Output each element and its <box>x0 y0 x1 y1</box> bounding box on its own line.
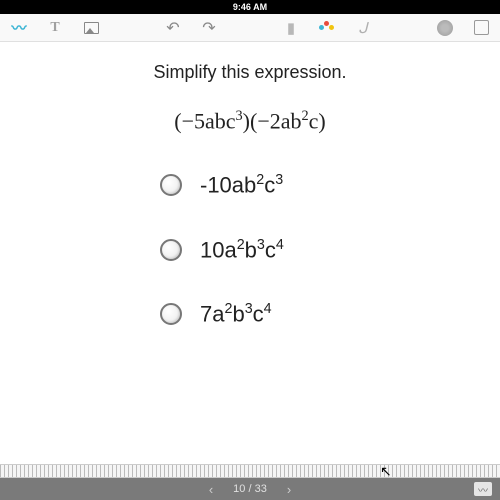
answer-option-2[interactable]: 10a2b3c4 <box>160 237 284 263</box>
expr-term1-sup: 3 <box>236 108 243 124</box>
question-expression: (−5abc3)(−2ab2c) <box>40 108 460 134</box>
radio-icon[interactable] <box>160 303 182 325</box>
option-text-1: -10ab2c3 <box>200 172 283 198</box>
expr-term2-tail: c <box>309 108 319 133</box>
next-page-icon[interactable]: › <box>287 482 291 497</box>
page-counter: 10 / 33 <box>233 483 267 495</box>
expr-term1-base: −5abc <box>182 108 236 133</box>
export-icon[interactable] <box>472 19 490 37</box>
bottom-bar: ‹ 10 / 33 › 〰 <box>0 478 500 500</box>
prev-page-icon[interactable]: ‹ <box>209 482 213 497</box>
thumbnail-view-icon[interactable]: 〰 <box>474 482 492 496</box>
settings-icon[interactable] <box>436 19 454 37</box>
radio-icon[interactable] <box>160 239 182 261</box>
answer-options: -10ab2c3 10a2b3c4 7a2b3c4 <box>160 172 460 327</box>
page-current: 10 <box>233 483 245 495</box>
highlighter-icon[interactable]: ▮ <box>282 19 300 37</box>
expr-term2-sup: 2 <box>302 108 309 124</box>
answer-option-3[interactable]: 7a2b3c4 <box>160 301 272 327</box>
undo-icon[interactable]: ↶ <box>164 19 182 37</box>
option-text-3: 7a2b3c4 <box>200 301 272 327</box>
question-content: Simplify this expression. (−5abc3)(−2ab2… <box>0 42 500 347</box>
image-tool-icon[interactable] <box>82 19 100 37</box>
brush-icon[interactable]: ᒍ <box>354 19 372 37</box>
answer-option-1[interactable]: -10ab2c3 <box>160 172 283 198</box>
palette-icon[interactable] <box>318 19 336 37</box>
text-tool-icon[interactable]: T <box>46 19 64 37</box>
option-text-2: 10a2b3c4 <box>200 237 284 263</box>
draw-icon[interactable]: 〰 <box>10 19 28 37</box>
redo-icon[interactable]: ↷ <box>200 19 218 37</box>
page-sep: / <box>245 483 254 495</box>
radio-icon[interactable] <box>160 174 182 196</box>
status-time: 9:46 AM <box>233 2 267 12</box>
status-bar: 9:46 AM <box>0 0 500 14</box>
page-total: 33 <box>255 483 267 495</box>
question-prompt: Simplify this expression. <box>40 62 460 83</box>
ruler-scrubber[interactable] <box>0 464 500 478</box>
expr-term2-base: −2ab <box>257 108 301 133</box>
toolbar: 〰 T ↶ ↷ ▮ ᒍ <box>0 14 500 42</box>
